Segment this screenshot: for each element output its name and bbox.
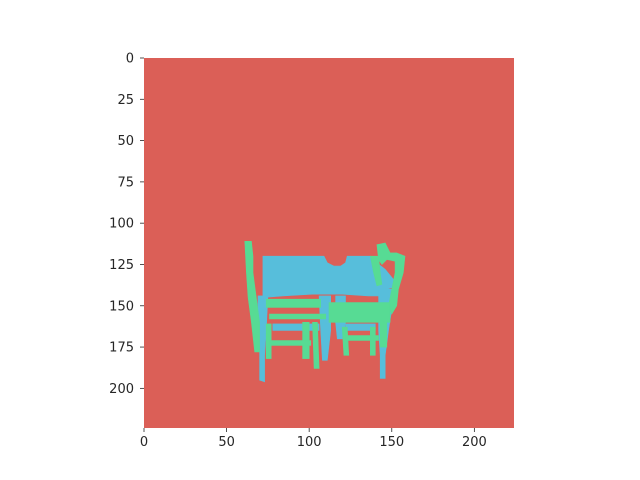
segment-chairs-region-9 <box>328 302 391 323</box>
segment-chairs-region-11 <box>369 326 376 356</box>
x-tick-label: 50 <box>218 435 235 450</box>
segment-chairs-region-6 <box>269 340 312 346</box>
x-tick-label: 100 <box>297 435 322 450</box>
segment-chairs-region-1 <box>265 298 322 308</box>
y-tick-label: 0 <box>126 52 134 67</box>
x-axis: 0 50 100 150 200 <box>140 428 487 450</box>
y-tick-label: 200 <box>109 382 134 397</box>
segment-chairs-region-10 <box>341 326 350 356</box>
y-tick-label: 25 <box>117 93 134 108</box>
segment-table-region-0 <box>262 255 394 298</box>
segment-chairs-region-12 <box>345 335 379 341</box>
y-tick-label: 100 <box>109 217 134 232</box>
y-tick-label: 175 <box>109 341 134 356</box>
y-tick-label: 50 <box>117 134 134 149</box>
segment-table-region-5 <box>272 323 320 331</box>
segment-chairs-region-13 <box>379 321 388 348</box>
segment-chairs-region-7 <box>376 242 406 315</box>
segment-table-region-3 <box>318 295 332 361</box>
segment-chairs-region-8 <box>369 255 383 287</box>
background-class-region <box>144 58 514 428</box>
plot-area <box>144 58 514 428</box>
y-tick-label: 150 <box>109 299 134 314</box>
segment-chairs-region-2 <box>269 313 327 320</box>
y-axis: 0 25 50 75 100 125 150 175 200 <box>109 52 144 397</box>
x-tick-label: 200 <box>462 435 487 450</box>
segment-chairs-region-3 <box>265 323 272 359</box>
x-tick-label: 150 <box>379 435 404 450</box>
y-tick-label: 75 <box>117 175 134 190</box>
y-tick-label: 125 <box>109 258 134 273</box>
segment-chairs-region-5 <box>312 321 320 369</box>
x-tick-label: 0 <box>140 435 148 450</box>
segment-chairs-region-0 <box>244 241 260 353</box>
